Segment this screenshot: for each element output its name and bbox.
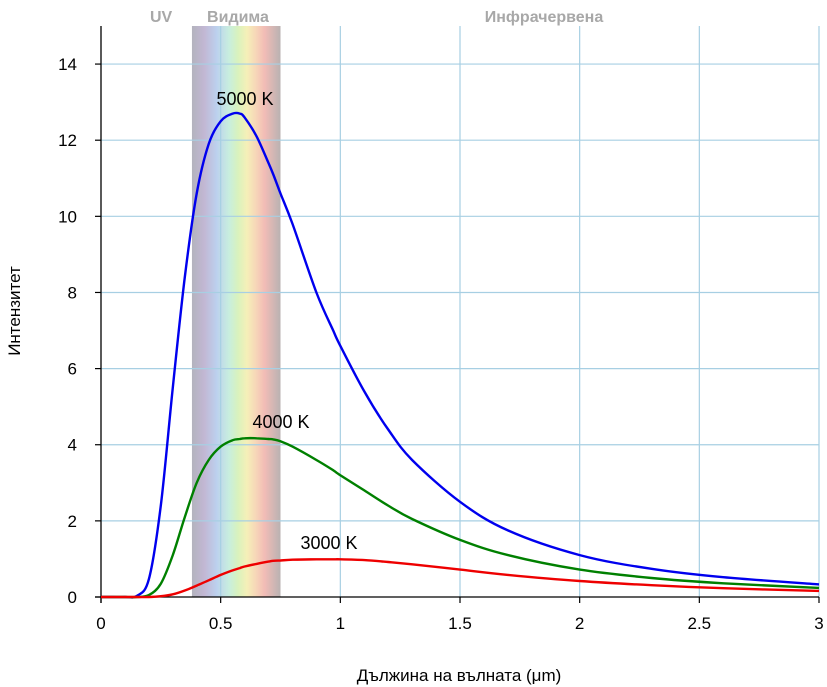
curve-labels: 5000 K 4000 K 3000 K	[216, 89, 357, 553]
x-tick-label: 1	[336, 614, 345, 633]
region-labels: UV Видима Инфрачервена	[150, 9, 603, 26]
axes	[95, 26, 819, 603]
region-label-0: UV	[150, 9, 173, 26]
y-tick-label: 4	[68, 436, 77, 455]
y-tick-label: 8	[68, 283, 77, 302]
curve-5000k	[100, 111, 820, 599]
curve-3000k	[100, 558, 820, 599]
y-tick-label: 6	[68, 360, 77, 379]
x-tick-label: 2	[575, 614, 584, 633]
x-tick-label: 1.5	[448, 614, 472, 633]
grid-vertical	[220, 26, 820, 597]
curve-label-3000: 3000 K	[300, 533, 357, 553]
y-axis-ticks: 0 2 4 6 8 10 12 14	[58, 55, 101, 607]
x-tick-label: 0.5	[209, 614, 233, 633]
x-tick-label: 0	[96, 614, 105, 633]
curve-4000k	[100, 436, 820, 599]
region-label-1: Видима	[207, 9, 269, 26]
x-tick-label: 3	[814, 614, 823, 633]
curve-label-4000: 4000 K	[252, 412, 309, 432]
curve-label-5000: 5000 K	[216, 89, 273, 109]
visible-band	[191, 26, 281, 597]
x-tick-label: 2.5	[688, 614, 712, 633]
curves	[100, 111, 820, 599]
y-axis-title: Интензитет	[5, 266, 24, 356]
y-tick-label: 12	[58, 131, 77, 150]
x-axis-title: Дължина на вълната (μm)	[357, 666, 562, 685]
x-axis-ticks: 0 0.5 1 1.5 2 2.5 3	[96, 597, 824, 633]
y-tick-label: 14	[58, 55, 77, 74]
y-tick-label: 10	[58, 207, 77, 226]
region-label-2: Инфрачервена	[485, 9, 604, 26]
grid-horizontal	[101, 63, 819, 522]
y-tick-label: 2	[68, 512, 77, 531]
y-tick-label: 0	[68, 588, 77, 607]
